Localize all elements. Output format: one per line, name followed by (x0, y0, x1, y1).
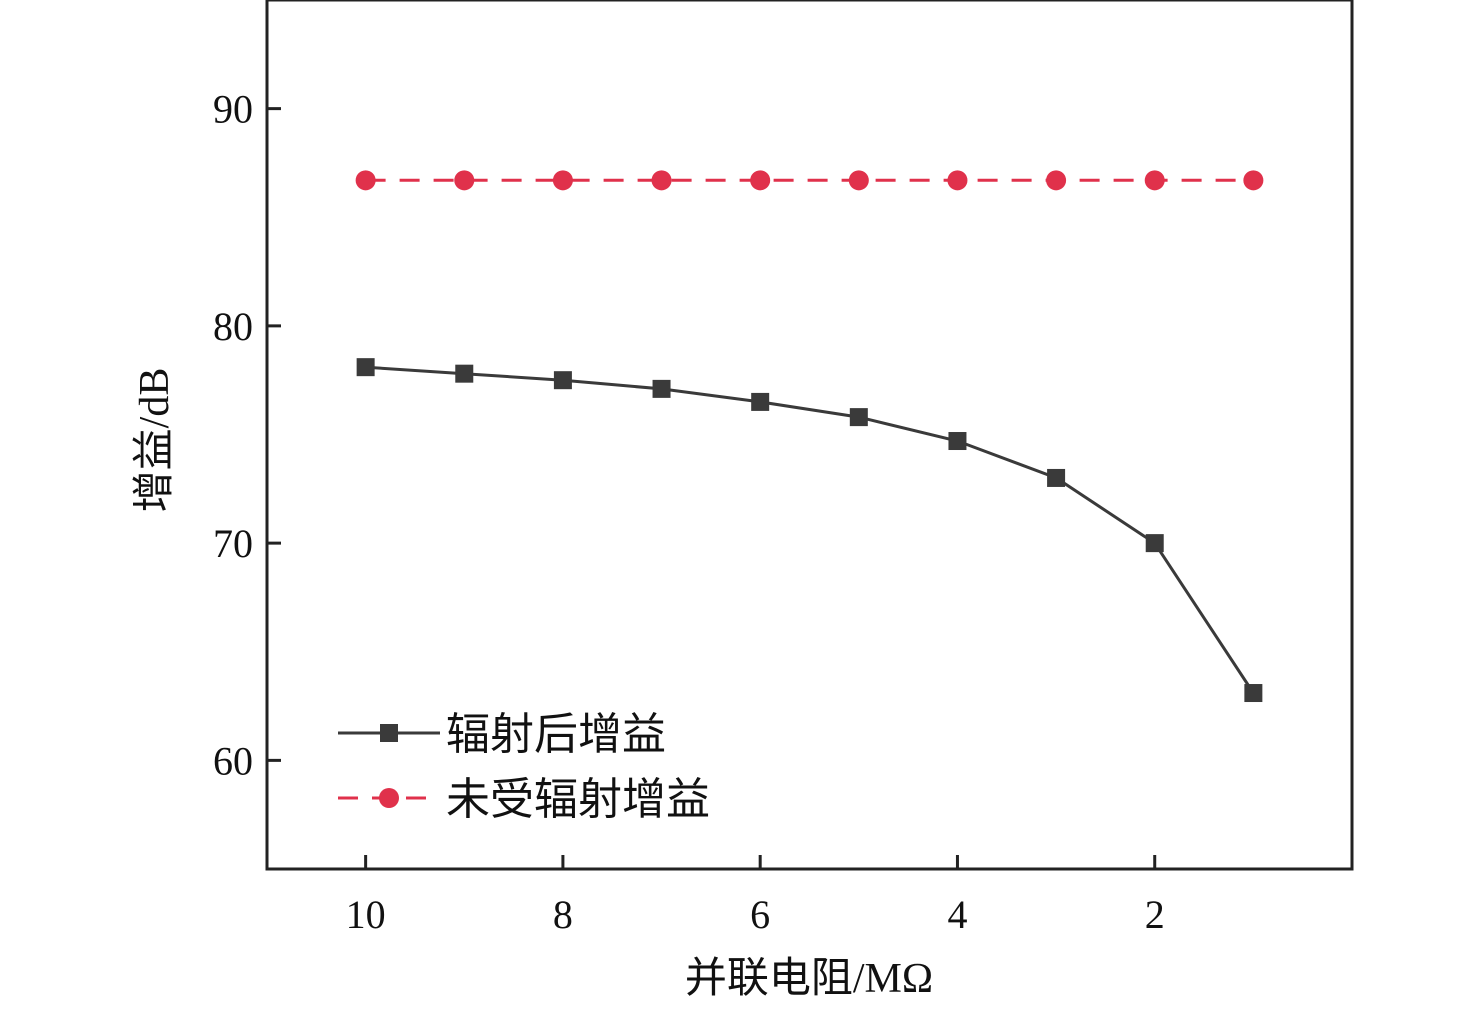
y-tick-label: 90 (213, 87, 253, 132)
series-point (356, 358, 375, 377)
legend: 辐射后增益 未受辐射增益 (338, 710, 710, 824)
series-point (552, 170, 573, 191)
x-tick-label: 10 (346, 892, 386, 937)
series-point (1145, 534, 1164, 553)
y-tick-label: 70 (213, 521, 253, 566)
series-point (553, 371, 572, 390)
x-tick-label: 2 (1145, 892, 1165, 937)
series-point (1144, 170, 1165, 191)
series-0 (356, 358, 1263, 703)
series-point (1047, 468, 1066, 487)
series-point (355, 170, 376, 191)
legend-marker-unradiated (379, 788, 399, 808)
series-point (849, 408, 868, 427)
legend-marker-radiated (380, 724, 398, 742)
x-tick-label: 4 (947, 892, 967, 937)
series-point (750, 170, 771, 191)
series-line (365, 365, 1255, 694)
series-point (652, 379, 671, 398)
y-axis: 60 70 80 90 (213, 87, 281, 783)
legend-label-radiated: 辐射后增益 (446, 710, 666, 759)
series-point (751, 392, 770, 411)
series-1 (355, 170, 1264, 191)
series-point (454, 170, 475, 191)
series-point (848, 170, 869, 191)
legend-item-unradiated: 未受辐射增益 (338, 775, 710, 824)
x-axis-title: 并联电阻/MΩ (685, 956, 933, 1002)
y-axis-title: 增益/dB (132, 368, 178, 513)
y-tick-label: 60 (213, 738, 253, 783)
y-tick-label: 80 (213, 304, 253, 349)
x-tick-label: 6 (750, 892, 770, 937)
series-point (1243, 170, 1264, 191)
series-point (948, 432, 967, 451)
series-point (455, 364, 474, 383)
legend-item-radiated: 辐射后增益 (338, 710, 666, 759)
legend-label-unradiated: 未受辐射增益 (446, 775, 710, 824)
x-tick-label: 8 (553, 892, 573, 937)
series-point (1046, 170, 1067, 191)
x-axis: 10 8 6 4 2 (346, 855, 1165, 937)
series-point (651, 170, 672, 191)
series-layer (355, 170, 1264, 703)
series-point (1244, 684, 1263, 703)
series-point (947, 170, 968, 191)
plot-frame (265, 0, 1354, 871)
